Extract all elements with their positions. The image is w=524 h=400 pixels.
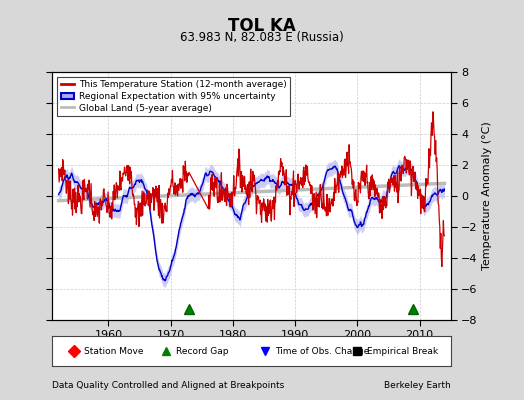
Text: Empirical Break: Empirical Break <box>367 346 438 356</box>
Text: Berkeley Earth: Berkeley Earth <box>384 381 451 390</box>
Text: 63.983 N, 82.083 E (Russia): 63.983 N, 82.083 E (Russia) <box>180 32 344 44</box>
Text: TOL KA: TOL KA <box>228 17 296 35</box>
Legend: This Temperature Station (12-month average), Regional Expectation with 95% uncer: This Temperature Station (12-month avera… <box>57 76 290 116</box>
Text: Record Gap: Record Gap <box>176 346 228 356</box>
Text: Time of Obs. Change: Time of Obs. Change <box>276 346 370 356</box>
Text: Station Move: Station Move <box>84 346 144 356</box>
Text: Data Quality Controlled and Aligned at Breakpoints: Data Quality Controlled and Aligned at B… <box>52 381 285 390</box>
Y-axis label: Temperature Anomaly (°C): Temperature Anomaly (°C) <box>482 122 492 270</box>
